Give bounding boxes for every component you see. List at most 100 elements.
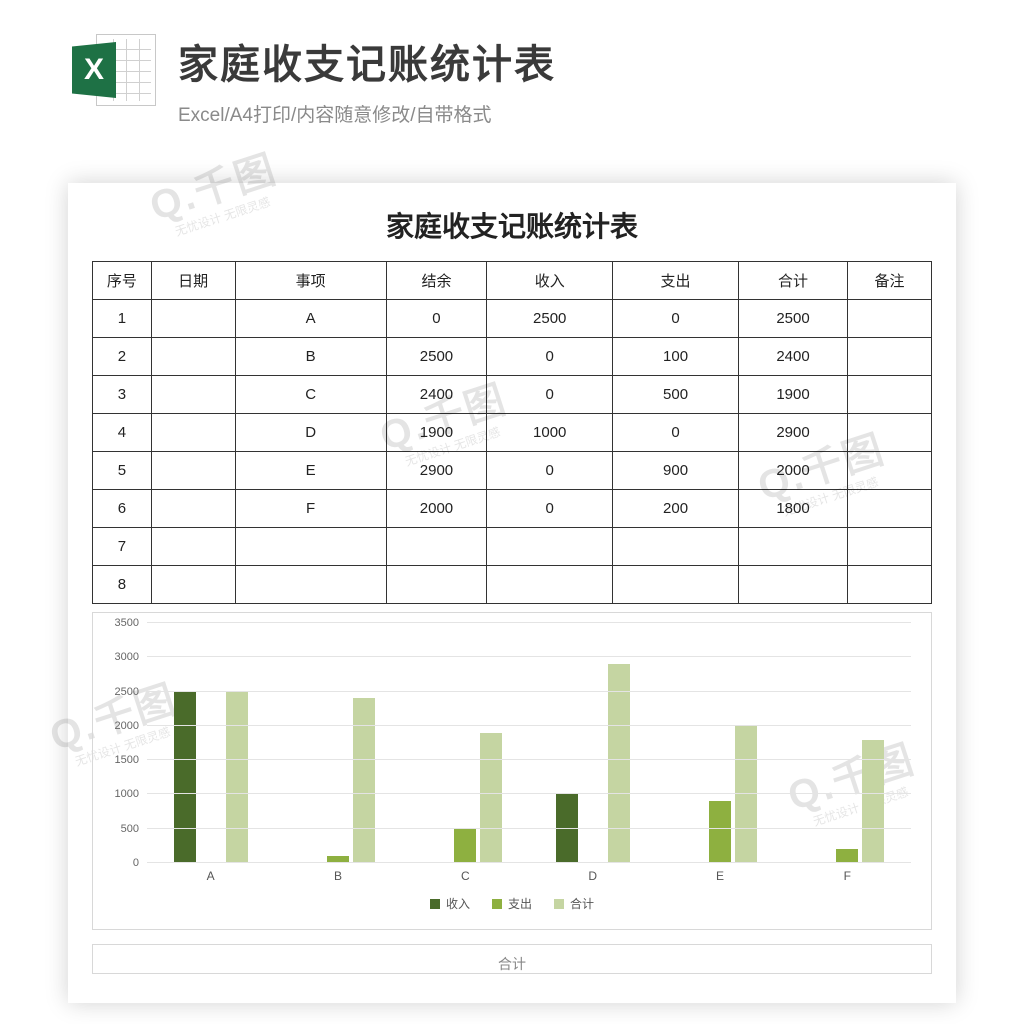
table-cell	[151, 490, 235, 528]
table-cell: 0	[386, 300, 487, 338]
table-cell: 2500	[386, 338, 487, 376]
bottom-summary-strip: 合计	[92, 944, 932, 974]
table-cell: D	[235, 414, 386, 452]
table-column-header: 结余	[386, 262, 487, 300]
table-cell: 1800	[738, 490, 847, 528]
excel-icon: X	[72, 28, 156, 112]
table-cell: 0	[613, 414, 739, 452]
table-cell: E	[235, 452, 386, 490]
table-cell: 2000	[738, 452, 847, 490]
table-cell: 8	[93, 566, 152, 604]
table-cell	[487, 566, 613, 604]
legend-item: 收入	[430, 895, 470, 912]
chart-bar	[174, 692, 196, 863]
table-cell: 2400	[738, 338, 847, 376]
legend-item: 支出	[492, 895, 532, 912]
table-cell: B	[235, 338, 386, 376]
table-cell: 2900	[738, 414, 847, 452]
table-cell: 1900	[738, 376, 847, 414]
table-column-header: 合计	[738, 262, 847, 300]
table-cell	[386, 528, 487, 566]
table-column-header: 日期	[151, 262, 235, 300]
legend-label: 支出	[508, 895, 532, 912]
table-cell: 2400	[386, 376, 487, 414]
table-row: 2B250001002400	[93, 338, 932, 376]
table-header-row: 序号日期事项结余收入支出合计备注	[93, 262, 932, 300]
table-row: 7	[93, 528, 932, 566]
legend-swatch	[430, 899, 440, 909]
table-cell	[151, 376, 235, 414]
table-cell: 7	[93, 528, 152, 566]
table-cell	[848, 338, 932, 376]
table-cell	[848, 300, 932, 338]
table-column-header: 序号	[93, 262, 152, 300]
chart-bar	[608, 664, 630, 863]
table-cell	[386, 566, 487, 604]
table-cell	[151, 566, 235, 604]
chart-legend: 收入 支出 合计	[103, 895, 921, 912]
table-cell	[235, 566, 386, 604]
table-cell: 0	[613, 300, 739, 338]
y-axis-tick: 1000	[103, 788, 139, 800]
table-cell	[848, 376, 932, 414]
table-cell: 3	[93, 376, 152, 414]
table-column-header: 收入	[487, 262, 613, 300]
y-axis-tick: 0	[103, 857, 139, 869]
table-row: 1A0250002500	[93, 300, 932, 338]
y-axis-tick: 2000	[103, 720, 139, 732]
ledger-table: 序号日期事项结余收入支出合计备注 1A02500025002B250001002…	[92, 261, 932, 604]
table-cell: 900	[613, 452, 739, 490]
table-cell: 6	[93, 490, 152, 528]
table-cell: C	[235, 376, 386, 414]
page-title: 家庭收支记账统计表	[178, 32, 556, 90]
chart-bar	[862, 740, 884, 863]
table-cell	[151, 414, 235, 452]
table-cell	[848, 414, 932, 452]
table-cell: 1900	[386, 414, 487, 452]
document-title: 家庭收支记账统计表	[92, 205, 932, 245]
chart-bar	[353, 698, 375, 863]
table-cell: F	[235, 490, 386, 528]
table-cell	[848, 490, 932, 528]
table-column-header: 备注	[848, 262, 932, 300]
table-row: 8	[93, 566, 932, 604]
table-cell: 2500	[487, 300, 613, 338]
table-row: 4D1900100002900	[93, 414, 932, 452]
table-column-header: 支出	[613, 262, 739, 300]
y-axis-tick: 3500	[103, 617, 139, 629]
chart-bar	[454, 829, 476, 863]
table-cell: 0	[487, 490, 613, 528]
y-axis-tick: 3000	[103, 651, 139, 663]
table-row: 5E290009002000	[93, 452, 932, 490]
table-cell: 100	[613, 338, 739, 376]
x-axis-label: F	[784, 869, 911, 883]
table-cell	[613, 528, 739, 566]
legend-swatch	[554, 899, 564, 909]
legend-item: 合计	[554, 895, 594, 912]
table-cell: 500	[613, 376, 739, 414]
table-cell: 200	[613, 490, 739, 528]
table-cell	[235, 528, 386, 566]
table-cell	[151, 338, 235, 376]
table-cell	[151, 300, 235, 338]
legend-label: 收入	[446, 895, 470, 912]
legend-swatch	[492, 899, 502, 909]
table-cell: 2000	[386, 490, 487, 528]
document-preview: Q.千图无忧设计 无限灵感 Q.千图无忧设计 无限灵感 Q.千图无忧设计 无限灵…	[68, 183, 956, 1003]
chart-bar	[556, 794, 578, 863]
table-cell	[848, 452, 932, 490]
table-cell	[151, 452, 235, 490]
x-axis-label: A	[147, 869, 274, 883]
table-cell	[738, 528, 847, 566]
table-cell: 5	[93, 452, 152, 490]
table-cell	[738, 566, 847, 604]
x-axis-label: C	[402, 869, 529, 883]
table-cell: A	[235, 300, 386, 338]
table-cell: 4	[93, 414, 152, 452]
legend-label: 合计	[570, 895, 594, 912]
bar-chart: 0500100015002000250030003500 ABCDEF 收入支出…	[92, 612, 932, 930]
table-cell	[151, 528, 235, 566]
y-axis-tick: 2500	[103, 686, 139, 698]
x-axis-label: D	[529, 869, 656, 883]
table-cell: 0	[487, 338, 613, 376]
